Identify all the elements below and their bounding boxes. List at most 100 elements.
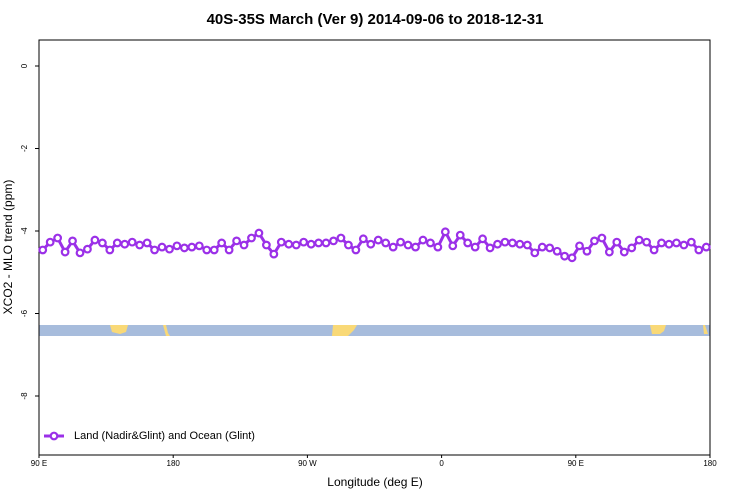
point (500, 237, 510, 247)
point (545, 243, 555, 253)
y-axis-label: XCO2 - MLO trend (ppm) (1, 180, 15, 315)
x-tick-label: 90 E (568, 459, 584, 468)
point (649, 245, 659, 255)
point (426, 238, 435, 248)
y-tick-label: -6 (20, 309, 29, 317)
point (329, 236, 338, 246)
land (650, 325, 666, 334)
point (254, 228, 264, 238)
point (351, 245, 361, 255)
point (604, 247, 614, 257)
point (83, 244, 92, 254)
point (388, 242, 398, 252)
point (403, 240, 413, 250)
point (344, 240, 353, 250)
point (664, 239, 674, 249)
point (381, 238, 391, 248)
land (110, 325, 128, 334)
point (672, 238, 681, 248)
point (120, 239, 130, 249)
point (202, 245, 212, 255)
point (276, 237, 286, 247)
point (455, 230, 465, 240)
point (38, 245, 48, 255)
point (493, 239, 502, 249)
point (366, 239, 376, 249)
point (627, 243, 637, 253)
point (530, 248, 540, 258)
point (179, 243, 189, 253)
point (522, 240, 532, 250)
point (590, 236, 599, 246)
point (68, 236, 77, 246)
point (112, 238, 122, 248)
point (463, 238, 473, 248)
ocean-band (39, 325, 710, 336)
y-tick-label: -4 (20, 227, 29, 235)
point (694, 245, 704, 255)
point (686, 237, 696, 247)
legend-marker (49, 431, 59, 441)
point (642, 237, 652, 247)
point (172, 241, 182, 251)
x-tick-label: 180 (703, 459, 717, 468)
point (597, 233, 607, 243)
point (261, 240, 271, 250)
point (418, 235, 428, 245)
point (358, 234, 368, 244)
point (321, 238, 331, 248)
point (97, 238, 107, 248)
point (634, 235, 644, 245)
point (336, 233, 346, 243)
point (187, 242, 197, 252)
x-tick-label: 0 (439, 459, 444, 468)
point (515, 239, 525, 249)
land (163, 325, 170, 336)
point (269, 249, 279, 259)
x-tick-label: 180 (167, 459, 181, 468)
point (105, 245, 115, 255)
point (612, 237, 622, 247)
chart-title: 40S-35S March (Ver 9) 2014-09-06 to 2018… (207, 11, 544, 28)
point (373, 235, 383, 245)
x-axis-label: Longitude (deg E) (327, 475, 422, 489)
point (552, 246, 562, 256)
point (314, 238, 323, 248)
y-tick-label: 0 (20, 63, 29, 68)
point (396, 237, 405, 247)
legend-label: Land (Nadir&Glint) and Ocean (Glint) (74, 430, 255, 442)
land (703, 325, 708, 334)
point (90, 235, 100, 245)
point (60, 247, 70, 257)
point (209, 245, 219, 255)
point (142, 238, 152, 248)
y-tick-label: -2 (20, 144, 29, 152)
point (508, 238, 517, 248)
point (440, 227, 450, 237)
y-tick-label: -8 (20, 392, 29, 400)
point (150, 245, 159, 255)
point (157, 242, 167, 252)
point (448, 241, 458, 251)
point (619, 247, 629, 257)
point (217, 238, 227, 248)
point (411, 242, 420, 252)
point (433, 242, 443, 252)
point (701, 242, 711, 252)
point (567, 253, 577, 263)
point (291, 240, 301, 250)
point (127, 237, 137, 247)
point (478, 234, 488, 244)
point (582, 246, 592, 256)
point (232, 236, 241, 246)
point (284, 239, 294, 249)
land-strip (39, 325, 710, 336)
point (75, 248, 85, 258)
point (299, 237, 309, 247)
land (332, 325, 357, 336)
x-tick-label: 90 E (31, 459, 47, 468)
point (679, 240, 689, 250)
point (485, 243, 495, 253)
point (224, 245, 234, 255)
point (135, 240, 145, 250)
